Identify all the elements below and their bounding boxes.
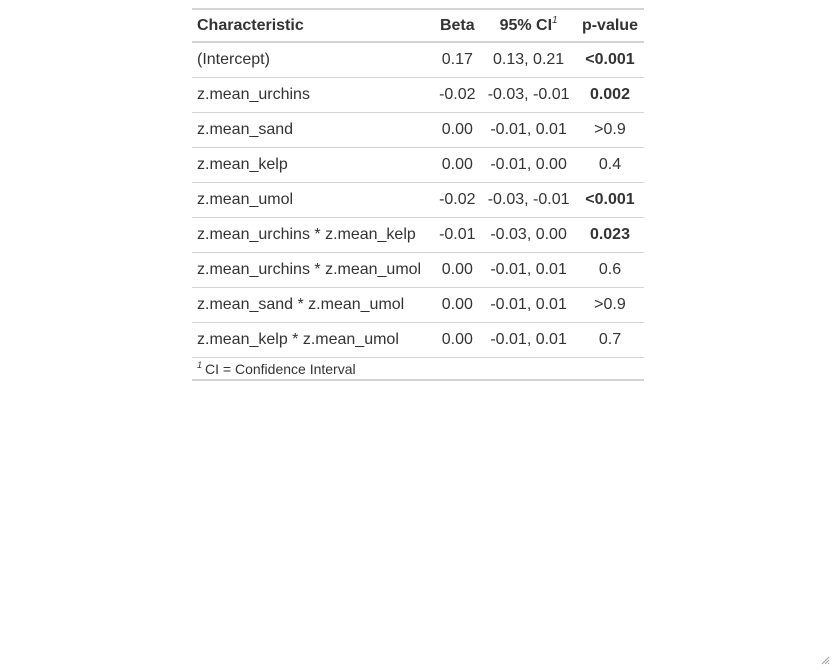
- cell-pvalue: 0.4: [598, 155, 622, 173]
- cell-characteristic: z.mean_urchins: [197, 85, 310, 103]
- table-footer: 1 CI = Confidence Interval: [192, 357, 644, 380]
- cell-pvalue: <0.001: [585, 50, 635, 68]
- cell-beta: 0.00: [441, 155, 473, 173]
- cell-beta: 0.00: [441, 330, 473, 348]
- table-row: z.mean_urchins * z.mean_umol 0.00 -0.01, 0…: [192, 252, 644, 287]
- footnote-mark: 1: [197, 359, 203, 370]
- cell-ci: 0.13, 0.21: [493, 50, 565, 68]
- table-row: z.mean_umol -0.02 -0.03, -0.01 <0.001: [192, 182, 644, 217]
- table-body: (Intercept) 0.17 0.13, 0.21 <0.001 z.mean_ur…: [192, 42, 644, 357]
- header-characteristic: Characteristic: [197, 16, 304, 34]
- header-ci-label: 95% CI: [499, 16, 553, 34]
- table-row: z.mean_sand * z.mean_umol 0.00 -0.01, 0.01…: [192, 287, 644, 322]
- footnote: 1 CI = Confidence Interval: [192, 357, 644, 380]
- cell-beta: -0.02: [439, 85, 476, 103]
- ci-footnote-mark: 1: [552, 14, 558, 26]
- header-pvalue: p-value: [581, 16, 638, 34]
- cell-pvalue: <0.001: [585, 190, 635, 208]
- table-row: z.mean_kelp * z.mean_umol 0.00 -0.01, 0.01…: [192, 322, 644, 357]
- resize-grip-icon[interactable]: [820, 655, 830, 665]
- cell-ci: -0.03, -0.01: [487, 85, 570, 103]
- footnote-row: 1 CI = Confidence Interval: [192, 357, 644, 380]
- table-row: z.mean_sand 0.00 -0.01, 0.01 >0.9: [192, 112, 644, 147]
- table-row: (Intercept) 0.17 0.13, 0.21 <0.001: [192, 42, 644, 77]
- cell-pvalue: 0.023: [589, 225, 630, 243]
- cell-beta: 0.00: [441, 120, 473, 138]
- cell-pvalue: >0.9: [594, 120, 626, 138]
- cell-characteristic: z.mean_urchins * z.mean_kelp: [197, 225, 416, 243]
- cell-ci: -0.01, 0.01: [490, 120, 567, 138]
- cell-ci: -0.01, 0.01: [490, 260, 567, 278]
- cell-ci: -0.01, 0.01: [490, 295, 567, 313]
- cell-pvalue: 0.6: [598, 260, 622, 278]
- cell-ci: -0.03, -0.01: [487, 190, 570, 208]
- cell-beta: 0.00: [441, 295, 473, 313]
- header-row: Characteristic Beta 95% CI1 p-value: [192, 9, 644, 42]
- table-row: z.mean_urchins -0.02 -0.03, -0.01 0.002: [192, 77, 644, 112]
- table-header: Characteristic Beta 95% CI1 p-value: [192, 9, 644, 42]
- cell-characteristic: (Intercept): [197, 50, 270, 68]
- table-row: z.mean_urchins * z.mean_kelp -0.01 -0.03, …: [192, 217, 644, 252]
- cell-ci: -0.01, 0.00: [490, 155, 567, 173]
- cell-characteristic: z.mean_sand: [197, 120, 294, 138]
- cell-beta: 0.17: [441, 50, 473, 68]
- cell-pvalue: >0.9: [594, 295, 626, 313]
- cell-characteristic: z.mean_sand * z.mean_umol: [197, 295, 405, 313]
- header-beta: Beta: [439, 16, 475, 34]
- footnote-text: CI = Confidence Interval: [205, 360, 356, 377]
- cell-characteristic: z.mean_urchins * z.mean_umol: [197, 260, 422, 278]
- cell-pvalue: 0.7: [598, 330, 622, 348]
- cell-characteristic: z.mean_kelp * z.mean_umol: [197, 330, 399, 348]
- cell-pvalue: 0.002: [589, 85, 630, 103]
- header-ci: 95% CI1: [481, 9, 576, 42]
- regression-table: Characteristic Beta 95% CI1 p-value (Int…: [192, 8, 644, 381]
- cell-beta: -0.01: [439, 225, 476, 243]
- cell-beta: 0.00: [441, 260, 473, 278]
- regression-table-container: Characteristic Beta 95% CI1 p-value (Int…: [192, 8, 644, 381]
- cell-beta: -0.02: [439, 190, 476, 208]
- cell-ci: -0.03, 0.00: [490, 225, 567, 243]
- cell-ci: -0.01, 0.01: [490, 330, 567, 348]
- cell-characteristic: z.mean_umol: [197, 190, 294, 208]
- cell-characteristic: z.mean_kelp: [197, 155, 288, 173]
- table-row: z.mean_kelp 0.00 -0.01, 0.00 0.4: [192, 147, 644, 182]
